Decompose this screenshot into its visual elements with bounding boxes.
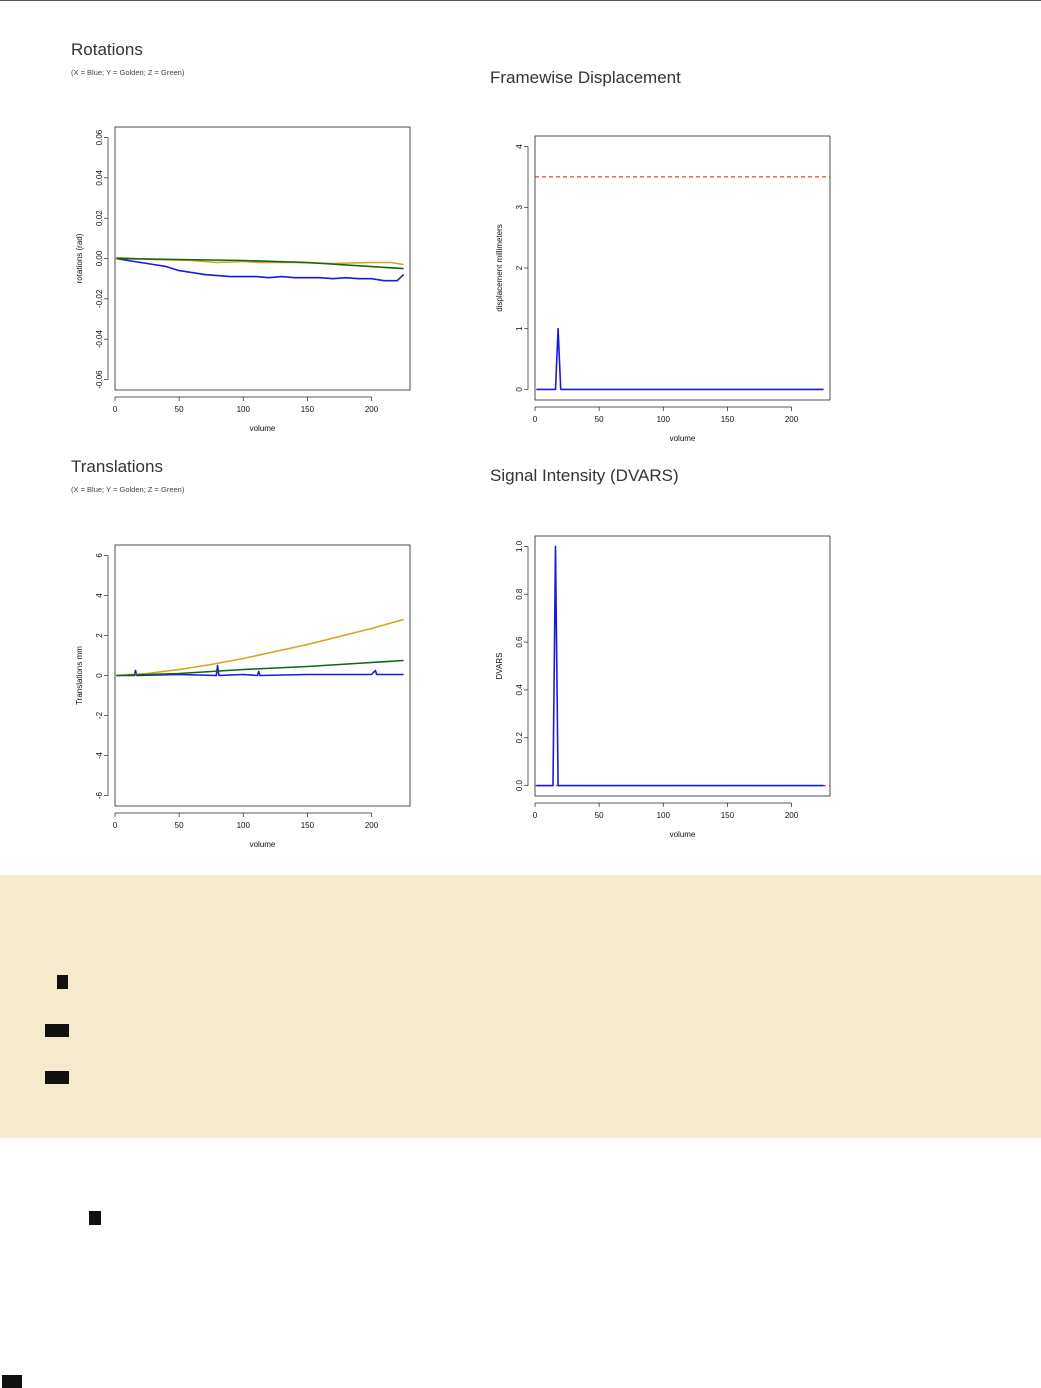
- highlight-band: [0, 875, 1041, 1138]
- dvars-title: Signal Intensity (DVARS): [490, 466, 679, 485]
- rotations-title: Rotations: [71, 40, 143, 59]
- y-tick-label: 6: [95, 553, 104, 558]
- dvars-chart: 0 50 100 150 200 0.0 0.2 0.4 0.6 0.8 1.0 volume DVAR…: [495, 535, 831, 839]
- y-tick-label: 2: [515, 265, 524, 270]
- x-tick-label: 50: [175, 405, 184, 414]
- bullet-marker: [2, 1375, 22, 1388]
- y-tick-label: 2: [95, 633, 104, 638]
- y-tick-label: -4: [95, 751, 104, 759]
- y-tick-label: 0.6: [515, 636, 524, 648]
- x-tick-label: 100: [657, 415, 671, 424]
- y-tick-label: 0.04: [95, 170, 104, 186]
- y-tick-label: -6: [95, 791, 104, 799]
- y-tick-label: 0.8: [515, 588, 524, 600]
- y-axis-label: DVARS: [495, 653, 504, 680]
- y-tick-label: 0.06: [95, 129, 104, 145]
- bullet-marker: [57, 975, 68, 989]
- y-tick-label: 1.0: [515, 540, 524, 552]
- y-tick-label: 3: [515, 205, 524, 210]
- x-tick-label: 0: [533, 811, 538, 820]
- y-tick-label: 0: [95, 673, 104, 678]
- translations-chart: 0 50 100 150 200 -6 -4 -2 0 2 4 6 volume Translations…: [75, 544, 411, 849]
- series-line-y: [116, 618, 404, 677]
- x-tick-label: 200: [785, 415, 799, 424]
- y-tick-label: 0.4: [515, 684, 524, 696]
- x-tick-label: 150: [301, 821, 315, 830]
- x-tick-label: 150: [721, 415, 735, 424]
- x-tick-label: 100: [237, 821, 251, 830]
- x-tick-label: 0: [533, 415, 538, 424]
- y-tick-label: -0.02: [95, 289, 104, 308]
- framewise-chart: 0 50 100 150 200 0 1 2 3 4 volume displacement mill…: [495, 135, 831, 443]
- bullet-marker: [89, 1211, 101, 1225]
- y-tick-label: 0: [515, 387, 524, 392]
- y-tick-label: 4: [95, 593, 104, 598]
- x-tick-label: 150: [721, 811, 735, 820]
- bullet-marker: [45, 1024, 69, 1037]
- x-axis-label: volume: [250, 424, 276, 433]
- series-line-x: [116, 257, 405, 282]
- y-tick-label: 0.02: [95, 210, 104, 226]
- x-axis-label: volume: [670, 434, 696, 443]
- x-tick-label: 200: [365, 821, 379, 830]
- plot-frame: [114, 126, 411, 391]
- rotations-chart: 0 50 100 150 200 -0.06 -0.04 -0.02 0.00 0.02 0.04 0…: [75, 126, 411, 433]
- plot-frame: [534, 535, 831, 797]
- x-tick-label: 200: [785, 811, 799, 820]
- x-tick-label: 50: [595, 415, 604, 424]
- y-tick-label: -2: [95, 711, 104, 719]
- series-line-dvars: [536, 545, 824, 787]
- x-tick-label: 0: [113, 821, 118, 830]
- x-tick-label: 50: [595, 811, 604, 820]
- y-axis-label: displacement millimeters: [495, 224, 504, 312]
- top-border: [0, 0, 1041, 1]
- x-tick-label: 50: [175, 821, 184, 830]
- translations-subtitle: (X = Blue; Y = Golden; Z = Green): [71, 485, 185, 494]
- y-tick-label: 4: [515, 144, 524, 149]
- y-tick-label: 0.2: [515, 732, 524, 744]
- framewise-title: Framewise Displacement: [490, 68, 681, 87]
- y-tick-label: -0.04: [95, 329, 104, 348]
- plot-frame: [114, 544, 411, 807]
- y-axis-label: rotations (rad): [75, 233, 84, 283]
- y-tick-label: 0.00: [95, 250, 104, 266]
- x-tick-label: 100: [237, 405, 251, 414]
- x-tick-label: 0: [113, 405, 118, 414]
- translations-title: Translations: [71, 457, 163, 476]
- rotations-subtitle: (X = Blue; Y = Golden; Z = Green): [71, 68, 185, 77]
- y-axis-label: Translations mm: [75, 646, 84, 705]
- x-axis-label: volume: [250, 840, 276, 849]
- x-tick-label: 200: [365, 405, 379, 414]
- y-tick-label: 1: [515, 326, 524, 331]
- bullet-marker: [45, 1071, 69, 1084]
- series-line-z: [116, 257, 404, 270]
- plot-frame: [534, 135, 831, 401]
- x-tick-label: 100: [657, 811, 671, 820]
- series-line-z: [116, 659, 404, 677]
- y-tick-label: 0.0: [515, 779, 524, 791]
- x-tick-label: 150: [301, 405, 315, 414]
- series-line-fd: [536, 327, 824, 391]
- y-tick-label: -0.06: [95, 370, 104, 389]
- x-axis-label: volume: [670, 830, 696, 839]
